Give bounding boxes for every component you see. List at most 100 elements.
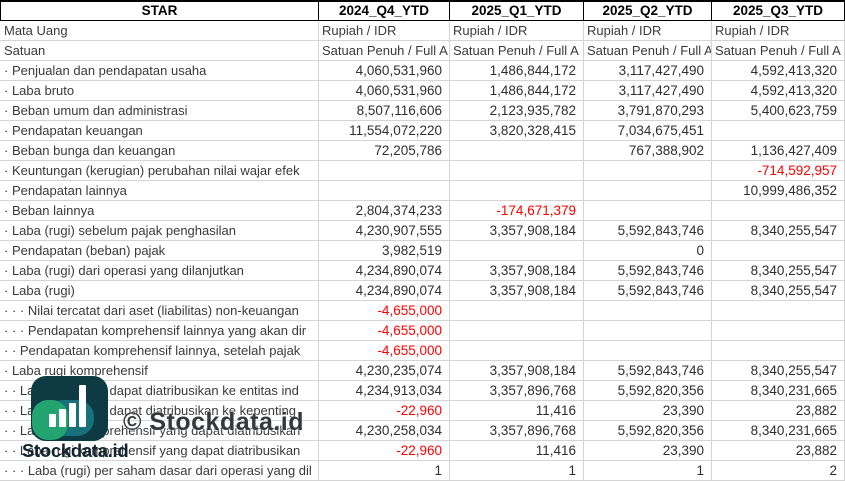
value-cell[interactable] — [584, 161, 712, 181]
row-label-cell[interactable]: · Laba (rugi) dari operasi yang dilanjut… — [0, 261, 319, 281]
row-label-cell[interactable]: · Pendapatan (beban) pajak — [0, 241, 319, 261]
value-cell[interactable]: 4,230,235,074 — [319, 361, 450, 381]
ticker-header-cell[interactable]: STAR — [0, 0, 319, 21]
value-cell[interactable] — [450, 321, 584, 341]
value-cell[interactable] — [712, 201, 845, 221]
value-cell[interactable]: 3,117,427,490 — [584, 81, 712, 101]
value-cell[interactable]: 11,554,072,220 — [319, 121, 450, 141]
value-cell[interactable]: -714,592,957 — [712, 161, 845, 181]
value-cell[interactable]: 2,123,935,782 — [450, 101, 584, 121]
value-cell[interactable]: 4,234,890,074 — [319, 281, 450, 301]
value-cell[interactable] — [450, 141, 584, 161]
value-cell[interactable]: 23,390 — [584, 441, 712, 461]
value-cell[interactable]: 4,230,258,034 — [319, 421, 450, 441]
row-label-cell[interactable]: · · · Nilai tercatat dari aset (liabilit… — [0, 301, 319, 321]
value-cell[interactable] — [584, 341, 712, 361]
value-cell[interactable]: 11,416 — [450, 441, 584, 461]
value-cell[interactable]: 4,230,907,555 — [319, 221, 450, 241]
value-cell[interactable]: 10,999,486,352 — [712, 181, 845, 201]
value-cell[interactable]: 1 — [450, 461, 584, 481]
value-cell[interactable]: -4,655,000 — [319, 341, 450, 361]
row-label-cell[interactable]: · · Pendapatan komprehensif lainnya, set… — [0, 341, 319, 361]
row-label-cell[interactable]: · · · Laba (rugi) per saham dasar dari o… — [0, 461, 319, 481]
value-cell[interactable]: 8,507,116,606 — [319, 101, 450, 121]
value-cell[interactable]: Satuan Penuh / Full A — [319, 41, 450, 61]
value-cell[interactable]: 23,882 — [712, 441, 845, 461]
value-cell[interactable]: 3,982,519 — [319, 241, 450, 261]
row-label-cell[interactable]: · Laba bruto — [0, 81, 319, 101]
value-cell[interactable]: 5,592,820,356 — [584, 381, 712, 401]
value-cell[interactable] — [450, 181, 584, 201]
value-cell[interactable] — [712, 241, 845, 261]
value-cell[interactable] — [450, 241, 584, 261]
value-cell[interactable] — [712, 341, 845, 361]
value-cell[interactable]: Satuan Penuh / Full A — [584, 41, 712, 61]
value-cell[interactable]: 2,804,374,233 — [319, 201, 450, 221]
value-cell[interactable] — [450, 161, 584, 181]
value-cell[interactable]: -4,655,000 — [319, 301, 450, 321]
period-header-cell[interactable]: 2024_Q4_YTD — [319, 0, 450, 21]
value-cell[interactable]: 1 — [584, 461, 712, 481]
value-cell[interactable] — [319, 181, 450, 201]
value-cell[interactable]: 4,234,890,074 — [319, 261, 450, 281]
value-cell[interactable] — [319, 161, 450, 181]
value-cell[interactable]: -22,960 — [319, 401, 450, 421]
value-cell[interactable]: 8,340,255,547 — [712, 221, 845, 241]
period-header-cell[interactable]: 2025_Q1_YTD — [450, 0, 584, 21]
value-cell[interactable]: 5,592,843,746 — [584, 361, 712, 381]
value-cell[interactable] — [584, 301, 712, 321]
value-cell[interactable] — [584, 321, 712, 341]
value-cell[interactable]: 11,416 — [450, 401, 584, 421]
value-cell[interactable]: 4,592,413,320 — [712, 61, 845, 81]
value-cell[interactable]: 8,340,231,665 — [712, 421, 845, 441]
value-cell[interactable]: 4,060,531,960 — [319, 61, 450, 81]
row-label-cell[interactable]: Mata Uang — [0, 21, 319, 41]
value-cell[interactable]: 5,592,820,356 — [584, 421, 712, 441]
row-label-cell[interactable]: · · · Pendapatan komprehensif lainnya ya… — [0, 321, 319, 341]
value-cell[interactable]: 5,592,843,746 — [584, 261, 712, 281]
value-cell[interactable]: 8,340,231,665 — [712, 381, 845, 401]
value-cell[interactable]: 1,486,844,172 — [450, 81, 584, 101]
row-label-cell[interactable]: · Penjualan dan pendapatan usaha — [0, 61, 319, 81]
value-cell[interactable]: 4,592,413,320 — [712, 81, 845, 101]
value-cell[interactable]: 3,357,908,184 — [450, 361, 584, 381]
value-cell[interactable]: 4,234,913,034 — [319, 381, 450, 401]
value-cell[interactable]: 3,117,427,490 — [584, 61, 712, 81]
row-label-cell[interactable]: · Keuntungan (kerugian) perubahan nilai … — [0, 161, 319, 181]
value-cell[interactable] — [450, 341, 584, 361]
row-label-cell[interactable]: · Pendapatan lainnya — [0, 181, 319, 201]
value-cell[interactable]: 1 — [319, 461, 450, 481]
row-label-cell[interactable]: · Laba (rugi) sebelum pajak penghasilan — [0, 221, 319, 241]
value-cell[interactable]: 8,340,255,547 — [712, 361, 845, 381]
row-label-cell[interactable]: · Beban bunga dan keuangan — [0, 141, 319, 161]
value-cell[interactable]: 5,400,623,759 — [712, 101, 845, 121]
value-cell[interactable]: 7,034,675,451 — [584, 121, 712, 141]
value-cell[interactable] — [450, 301, 584, 321]
value-cell[interactable]: 767,388,902 — [584, 141, 712, 161]
value-cell[interactable]: -174,671,379 — [450, 201, 584, 221]
value-cell[interactable]: 3,357,908,184 — [450, 221, 584, 241]
value-cell[interactable]: Rupiah / IDR — [319, 21, 450, 41]
value-cell[interactable]: 23,882 — [712, 401, 845, 421]
value-cell[interactable] — [584, 201, 712, 221]
value-cell[interactable]: 5,592,843,746 — [584, 281, 712, 301]
value-cell[interactable]: 72,205,786 — [319, 141, 450, 161]
value-cell[interactable]: -22,960 — [319, 441, 450, 461]
row-label-cell[interactable]: · Laba (rugi) — [0, 281, 319, 301]
row-label-cell[interactable]: · Pendapatan keuangan — [0, 121, 319, 141]
value-cell[interactable]: Rupiah / IDR — [450, 21, 584, 41]
value-cell[interactable]: 3,357,908,184 — [450, 261, 584, 281]
period-header-cell[interactable]: 2025_Q2_YTD — [584, 0, 712, 21]
value-cell[interactable]: 8,340,255,547 — [712, 261, 845, 281]
row-label-cell[interactable]: · Beban umum dan administrasi — [0, 101, 319, 121]
value-cell[interactable]: 4,060,531,960 — [319, 81, 450, 101]
value-cell[interactable]: 0 — [584, 241, 712, 261]
value-cell[interactable]: Satuan Penuh / Full A — [712, 41, 845, 61]
value-cell[interactable]: Rupiah / IDR — [712, 21, 845, 41]
value-cell[interactable]: 3,357,896,768 — [450, 421, 584, 441]
row-label-cell[interactable]: · · Laba rugi komprehensif yang dapat di… — [0, 441, 319, 461]
value-cell[interactable]: -4,655,000 — [319, 321, 450, 341]
value-cell[interactable]: 1,136,427,409 — [712, 141, 845, 161]
value-cell[interactable] — [712, 301, 845, 321]
row-label-cell[interactable]: · Beban lainnya — [0, 201, 319, 221]
